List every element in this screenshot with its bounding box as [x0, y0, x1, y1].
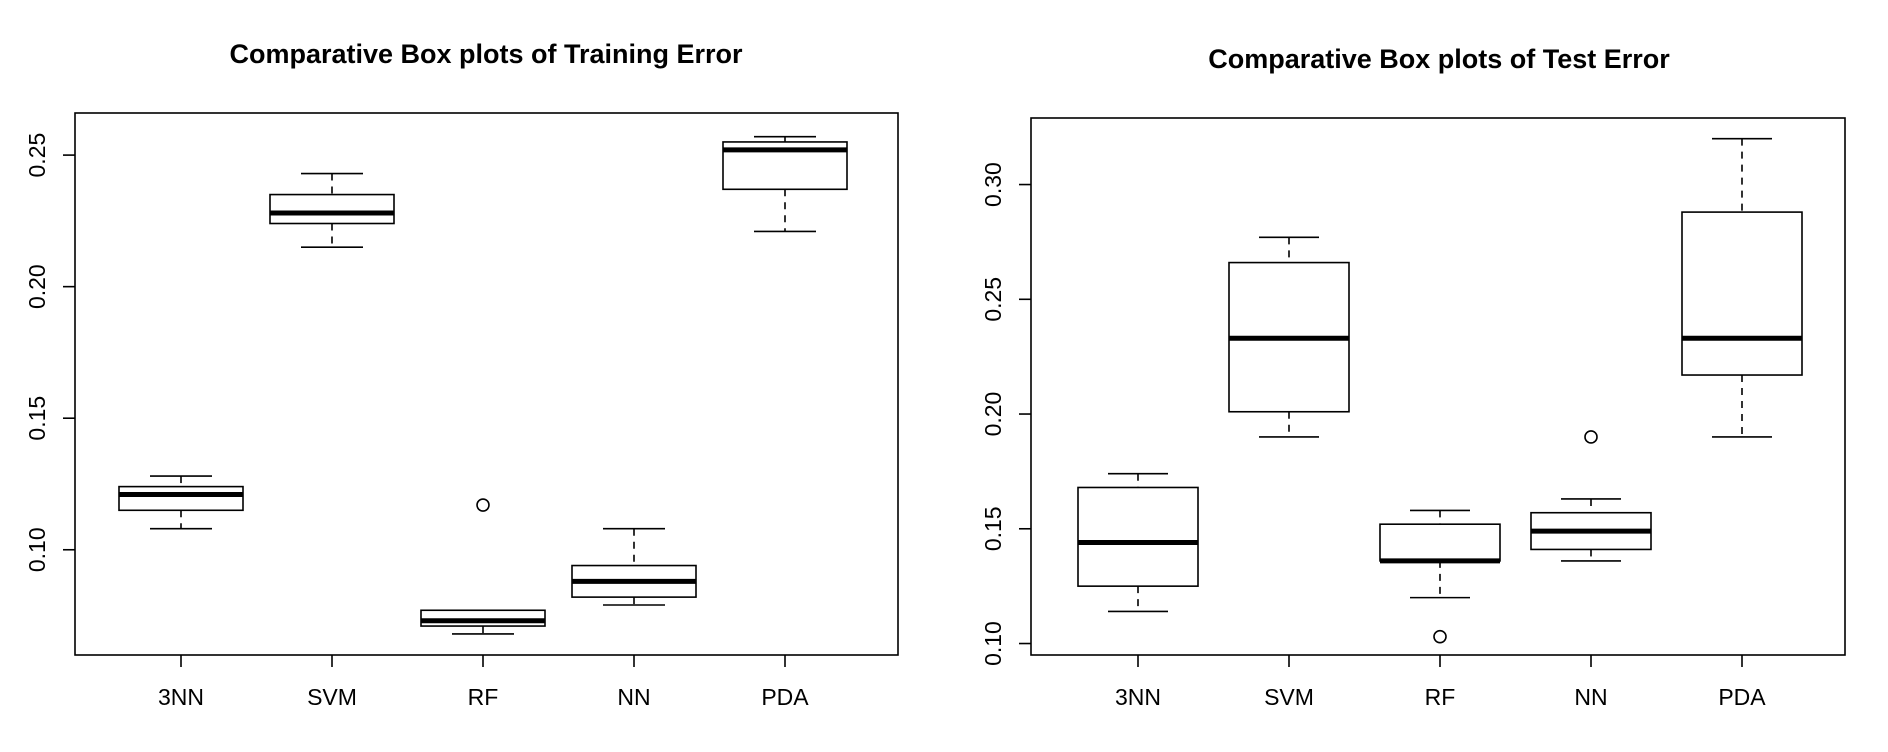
- test-chart-title: Comparative Box plots of Test Error: [1208, 44, 1670, 74]
- training-x-tick-label: 3NN: [158, 684, 204, 710]
- test-x-tick-label: PDA: [1718, 684, 1766, 710]
- training-chart-marks: 0.10 0.15 0.20 0.25 3NN SVM RF NN PDA: [24, 133, 848, 710]
- training-x-tick-label: SVM: [307, 684, 357, 710]
- test-y-tick-label: 0.25: [980, 277, 1006, 322]
- training-y-tick-label: 0.25: [24, 133, 50, 178]
- test-y-tick-label: 0.20: [980, 392, 1006, 437]
- training-box-svm: [269, 193, 395, 225]
- training-box-rf-outlier: [476, 498, 490, 512]
- training-error-chart: Comparative Box plots of Training Error …: [24, 39, 899, 710]
- training-plot-frame: [74, 112, 899, 656]
- test-box-3nn: [1077, 486, 1199, 587]
- test-chart-marks: 0.10 0.15 0.20 0.25 0.30 3NN SVM RF NN PDA: [980, 137, 1803, 710]
- test-x-tick-label: SVM: [1264, 684, 1314, 710]
- training-y-tick-label: 0.10: [24, 527, 50, 572]
- training-box-rf: [420, 609, 546, 627]
- test-plot-frame: [1030, 117, 1846, 656]
- test-x-tick-label: 3NN: [1115, 684, 1161, 710]
- test-error-chart: Comparative Box plots of Test Error 0.10…: [980, 44, 1846, 710]
- training-x-tick-label: PDA: [761, 684, 809, 710]
- test-y-tick-label: 0.15: [980, 506, 1006, 551]
- test-x-tick-label: NN: [1574, 684, 1607, 710]
- training-box-3nn: [118, 485, 244, 512]
- training-x-tick-label: NN: [617, 684, 650, 710]
- training-chart-title: Comparative Box plots of Training Error: [229, 39, 743, 69]
- test-box-rf: [1379, 523, 1501, 562]
- training-y-tick-label: 0.20: [24, 264, 50, 309]
- test-x-tick-label: RF: [1425, 684, 1456, 710]
- test-box-pda: [1681, 211, 1803, 376]
- test-y-tick-label: 0.30: [980, 162, 1006, 207]
- training-x-tick-label: RF: [468, 684, 499, 710]
- test-box-nn-outlier: [1584, 430, 1598, 444]
- test-y-tick-label: 0.10: [980, 621, 1006, 666]
- training-y-tick-label: 0.15: [24, 396, 50, 441]
- test-box-rf-outlier: [1433, 629, 1447, 644]
